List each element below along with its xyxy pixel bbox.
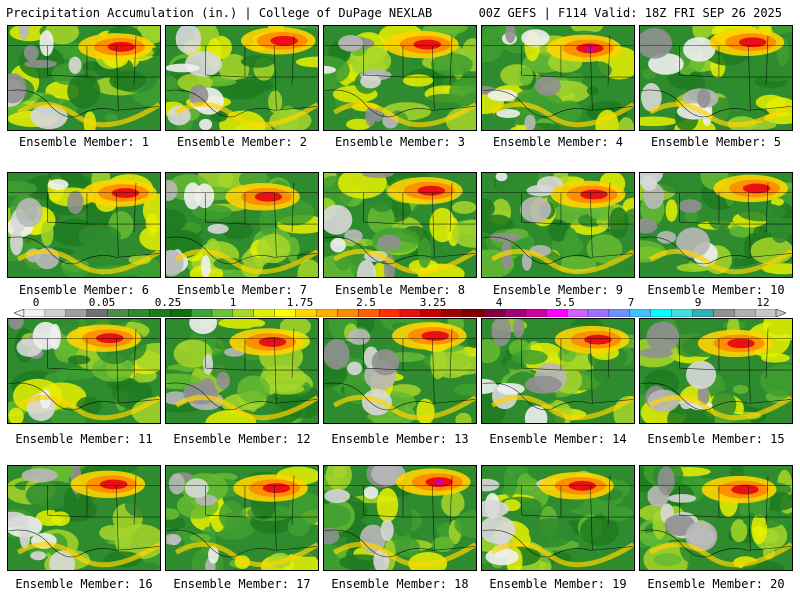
panel-label-member-8: Ensemble Member: 8 <box>334 283 466 297</box>
colorbar-swatch <box>44 309 67 317</box>
panel-label-member-19: Ensemble Member: 19 <box>489 577 627 591</box>
map-panel-member-17 <box>165 465 319 571</box>
colorbar-swatch <box>211 309 234 317</box>
colorbar-swatch <box>399 309 422 317</box>
colorbar-swatch <box>65 309 88 317</box>
colorbar-swatch <box>274 309 297 317</box>
panel-label-member-4: Ensemble Member: 4 <box>492 135 624 149</box>
colorbar-swatch <box>692 309 714 317</box>
colorbar-tick-label: 9 <box>694 296 702 309</box>
colorbar-swatch <box>295 309 317 317</box>
panel-label-member-16: Ensemble Member: 16 <box>15 577 153 591</box>
colorbar-tick-label: 1.75 <box>286 296 314 309</box>
map-panel-member-12 <box>165 318 319 424</box>
map-panel-member-15 <box>639 318 793 424</box>
panel-label-member-5: Ensemble Member: 5 <box>650 135 782 149</box>
map-panel-member-13 <box>323 318 477 424</box>
colorbar-swatch <box>504 309 526 317</box>
panel-label-member-14: Ensemble Member: 14 <box>489 432 627 446</box>
colorbar-swatch <box>232 309 255 317</box>
colorbar-swatch <box>713 309 735 317</box>
colorbar-swatch <box>566 309 589 317</box>
colorbar-swatch <box>441 309 464 317</box>
colorbar-swatch <box>253 309 276 317</box>
colorbar-tick-label: 12 <box>756 296 770 309</box>
map-panel-member-10 <box>639 172 793 278</box>
colorbar-tick-label: 0 <box>32 296 40 309</box>
colorbar-swatch <box>546 309 568 317</box>
map-panel-member-20 <box>639 465 793 571</box>
colorbar-swatch <box>358 309 380 317</box>
colorbar-tick-label: 2.5 <box>356 296 376 309</box>
panel-label-member-11: Ensemble Member: 11 <box>15 432 153 446</box>
map-panel-member-19 <box>481 465 635 571</box>
colorbar-swatch <box>650 309 673 317</box>
map-panel-member-14 <box>481 318 635 424</box>
panel-label-member-6: Ensemble Member: 6 <box>18 283 150 297</box>
colorbar-tick-label: 4 <box>495 296 503 309</box>
panel-label-member-3: Ensemble Member: 3 <box>334 135 466 149</box>
colorbar-swatch <box>608 309 631 317</box>
colorbar-swatch <box>525 309 547 317</box>
panel-label-member-10: Ensemble Member: 10 <box>647 283 785 297</box>
map-panel-member-7 <box>165 172 319 278</box>
map-panel-member-6 <box>7 172 161 278</box>
colorbar-tick-label: 1 <box>229 296 237 309</box>
colorbar-tick-label: 5.5 <box>555 296 575 309</box>
colorbar-swatch <box>170 309 192 317</box>
colorbar-swatch <box>149 309 171 317</box>
colorbar-tick-label: 0.05 <box>88 296 116 309</box>
panel-label-member-13: Ensemble Member: 13 <box>331 432 469 446</box>
map-panel-member-16 <box>7 465 161 571</box>
colorbar-swatch <box>190 309 213 317</box>
map-panel-member-1 <box>7 25 161 131</box>
colorbar-swatch <box>316 309 338 317</box>
colorbar-swatch <box>483 309 505 317</box>
page-title: Precipitation Accumulation (in.) | Colle… <box>6 6 433 20</box>
map-panel-member-18 <box>323 465 477 571</box>
colorbar-swatch <box>671 309 693 317</box>
valid-time: 00Z GEFS | F114 Valid: 18Z FRI SEP 26 20… <box>478 6 782 20</box>
map-panel-member-3 <box>323 25 477 131</box>
colorbar-swatch <box>462 309 485 317</box>
colorbar-tick-label: 7 <box>627 296 635 309</box>
colorbar-swatch <box>128 309 150 317</box>
colorbar-swatch <box>420 309 443 317</box>
colorbar-tick-label: 0.25 <box>154 296 182 309</box>
panel-label-member-18: Ensemble Member: 18 <box>331 577 469 591</box>
map-panel-member-8 <box>323 172 477 278</box>
map-panel-member-5 <box>639 25 793 131</box>
colorbar-swatch <box>587 309 610 317</box>
colorbar-tick-label: 3.25 <box>419 296 447 309</box>
panel-label-member-15: Ensemble Member: 15 <box>647 432 785 446</box>
colorbar-swatch <box>337 309 359 317</box>
map-panel-member-11 <box>7 318 161 424</box>
panel-label-member-9: Ensemble Member: 9 <box>492 283 624 297</box>
panel-label-member-17: Ensemble Member: 17 <box>173 577 311 591</box>
colorbar-swatch <box>23 309 46 317</box>
precip-colorbar <box>14 309 786 317</box>
colorbar-swatch <box>378 309 401 317</box>
colorbar-swatch <box>107 309 129 317</box>
panel-label-member-1: Ensemble Member: 1 <box>18 135 150 149</box>
colorbar-swatch <box>86 309 109 317</box>
panel-label-member-7: Ensemble Member: 7 <box>176 283 308 297</box>
map-panel-member-2 <box>165 25 319 131</box>
colorbar-swatch <box>754 309 777 317</box>
panel-label-member-20: Ensemble Member: 20 <box>647 577 785 591</box>
map-panel-member-4 <box>481 25 635 131</box>
panel-label-member-2: Ensemble Member: 2 <box>176 135 308 149</box>
colorbar-swatch <box>629 309 652 317</box>
panel-label-member-12: Ensemble Member: 12 <box>173 432 311 446</box>
colorbar-swatch <box>734 309 756 317</box>
map-panel-member-9 <box>481 172 635 278</box>
